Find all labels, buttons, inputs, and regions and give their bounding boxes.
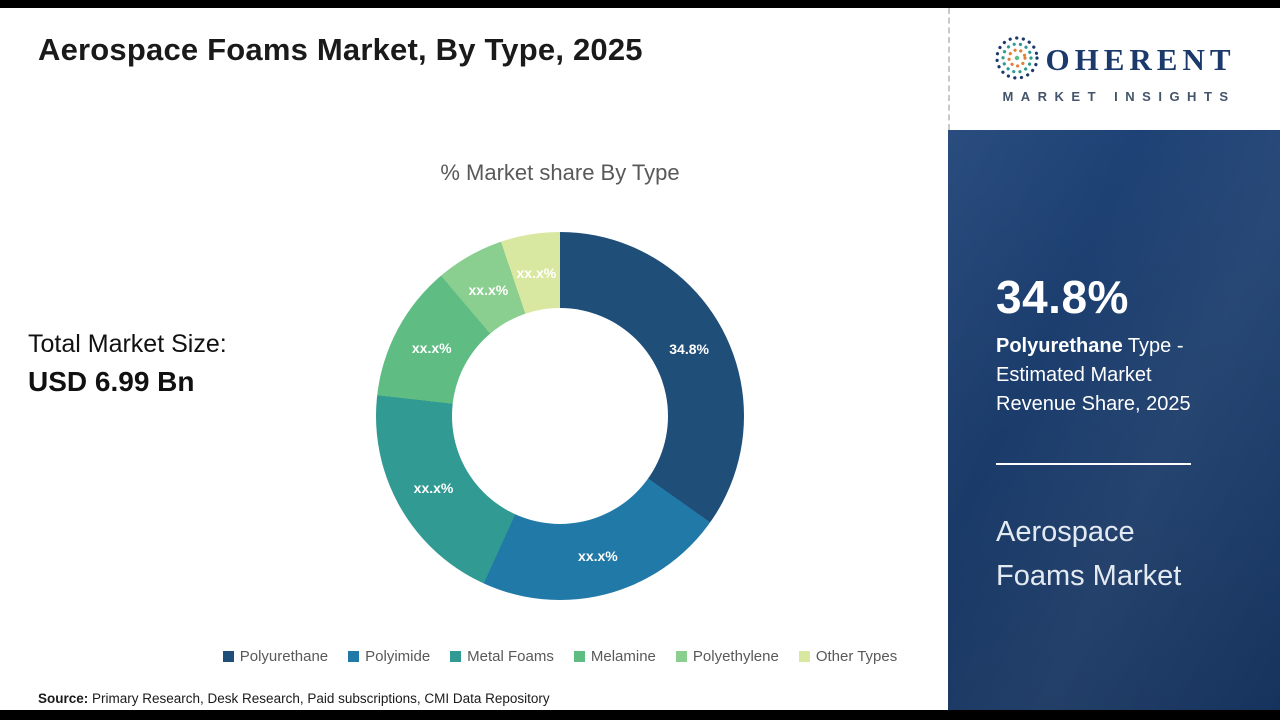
- slice-label: xx.x%: [516, 264, 557, 281]
- brand-tagline: MARKET INSIGHTS: [1002, 88, 1236, 104]
- panel-report-title: Aerospace Foams Market: [996, 516, 1182, 592]
- page-title: Aerospace Foams Market, By Type, 2025: [38, 32, 643, 67]
- chart-title: % Market share By Type: [440, 160, 680, 185]
- legend-swatch: [573, 651, 585, 662]
- legend-label: Metal Foams: [467, 648, 554, 665]
- right-info-panel: OHERENT MARKET INSIGHTS 34.8% Polyuretha…: [948, 8, 1280, 710]
- legend-swatch: [450, 651, 462, 662]
- legend-item: Polyimide: [348, 648, 430, 665]
- total-market-size-label: Total Market Size:: [28, 330, 227, 358]
- total-market-size-value: USD 6.99 Bn: [28, 366, 195, 397]
- legend-item: Metal Foams: [450, 648, 554, 665]
- donut-chart: 34.8% xx.x% xx.x% xx.x% xx.x% xx.x%: [376, 232, 744, 600]
- source-text: Primary Research, Desk Research, Paid su…: [88, 691, 550, 706]
- brand-logo-row: OHERENT: [994, 35, 1235, 86]
- legend-label: Melamine: [590, 648, 656, 665]
- chart-legend: Polyurethane Polyimide Metal Foams Melamine…: [190, 648, 930, 665]
- bottom-border-bar: [0, 710, 1280, 720]
- legend-item: Melamine: [573, 648, 656, 665]
- brand-logo-box: OHERENT MARKET INSIGHTS: [948, 8, 1280, 130]
- total-market-size-block: Total Market Size: USD 6.99 Bn: [28, 330, 227, 398]
- slice-label: xx.x%: [413, 479, 454, 496]
- coherent-dotted-globe-icon: [994, 35, 1040, 86]
- slice-label: xx.x%: [411, 339, 452, 356]
- legend-item: Polyethylene: [675, 648, 779, 665]
- brand-wordmark: OHERENT: [1045, 42, 1236, 77]
- slice-label: xx.x%: [468, 281, 509, 298]
- stat-desc-rest: Type - Estimated Market Revenue Share, 2…: [996, 335, 1191, 415]
- source-line: Source: Primary Research, Desk Research,…: [38, 691, 550, 706]
- source-label: Source:: [38, 691, 89, 706]
- panel-divider: [996, 463, 1191, 465]
- legend-label: Polyurethane: [239, 648, 329, 665]
- legend-swatch: [222, 651, 234, 662]
- main-chart-area: Aerospace Foams Market, By Type, 2025 % …: [0, 8, 948, 710]
- legend-item: Other Types: [798, 648, 898, 665]
- donut-hole: [452, 308, 668, 524]
- legend-label: Polyimide: [365, 648, 431, 665]
- legend-item: Polyurethane: [222, 648, 329, 665]
- highlight-stat-value: 34.8%: [996, 271, 1129, 323]
- slice-label: 34.8%: [669, 341, 709, 358]
- legend-swatch: [798, 651, 810, 662]
- slice-label: xx.x%: [578, 548, 618, 565]
- legend-swatch: [348, 651, 360, 662]
- top-border-bar: [0, 0, 1280, 8]
- panel-content: 34.8% Polyurethane Type - Estimated Mark…: [948, 130, 1280, 598]
- legend-label: Polyethylene: [692, 648, 779, 665]
- legend-swatch: [675, 651, 687, 662]
- highlight-stat-description: Polyurethane Type - Estimated Market Rev…: [996, 332, 1218, 419]
- stat-desc-bold: Polyurethane: [996, 335, 1123, 357]
- legend-label: Other Types: [815, 648, 898, 665]
